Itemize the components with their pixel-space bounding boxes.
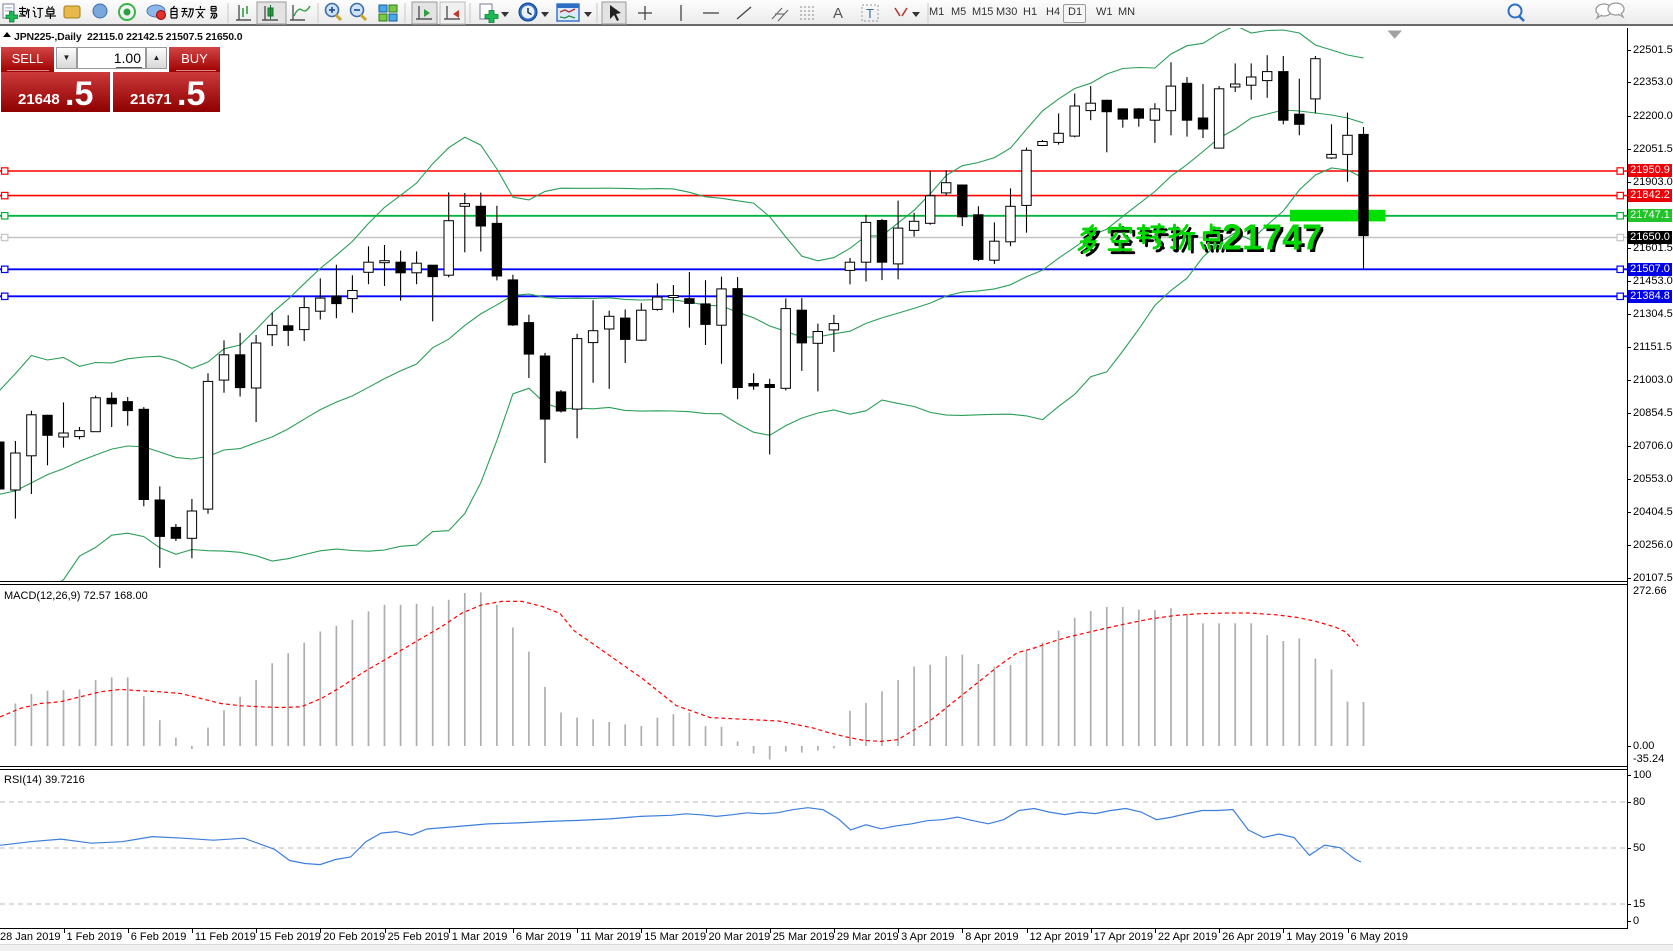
svg-text:21747: 21747 [1225,219,1325,260]
svg-text:21747: 21747 [1222,216,1322,257]
svg-text:T: T [866,6,874,21]
svg-text:A: A [833,5,843,22]
